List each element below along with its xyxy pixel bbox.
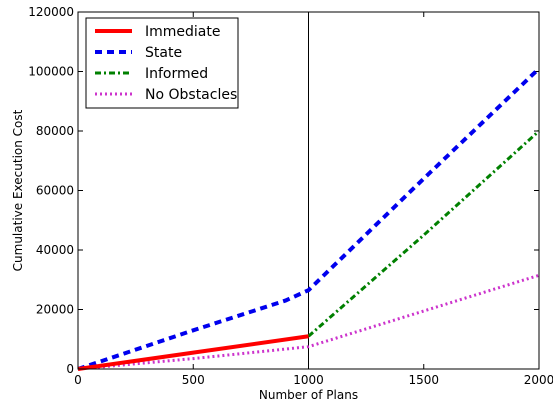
x-axis-label: Number of Plans — [259, 388, 358, 402]
x-tick-label-3: 1500 — [408, 373, 439, 387]
series-line-immediate — [77, 334, 309, 371]
x-tick-label-2: 1000 — [293, 373, 324, 387]
series-line-informed — [307, 129, 541, 338]
legend: Immediate State Informed No Obstacles — [85, 17, 239, 109]
x-tick-label-1: 500 — [182, 373, 205, 387]
y-tick-label-1: 20000 — [36, 303, 74, 317]
y-tick-label-5: 100000 — [28, 65, 74, 79]
series-layer — [77, 67, 541, 371]
y-tick-label-3: 60000 — [36, 184, 74, 198]
legend-label-informed: Informed — [145, 66, 208, 82]
y-tick-label-2: 40000 — [36, 243, 74, 257]
x-tick-label-4: 2000 — [524, 373, 553, 387]
y-tick-label-6: 120000 — [28, 5, 74, 19]
y-axis-ticks: 0 20000 40000 60000 80000 100000 120000 — [28, 5, 539, 376]
x-tick-label-0: 0 — [74, 373, 82, 387]
legend-label-no-obstacles: No Obstacles — [145, 87, 237, 103]
series-line-no-obstacles — [77, 273, 540, 371]
series-line-state — [77, 67, 541, 371]
y-axis-label: Cumulative Execution Cost — [11, 109, 25, 271]
y-tick-label-0: 0 — [66, 362, 74, 376]
x-axis-ticks: 0 500 1000 1500 2000 — [74, 12, 553, 387]
y-tick-label-4: 80000 — [36, 124, 74, 138]
plot-frame — [77, 11, 540, 370]
legend-label-state: State — [145, 45, 182, 61]
legend-label-immediate: Immediate — [145, 24, 220, 40]
